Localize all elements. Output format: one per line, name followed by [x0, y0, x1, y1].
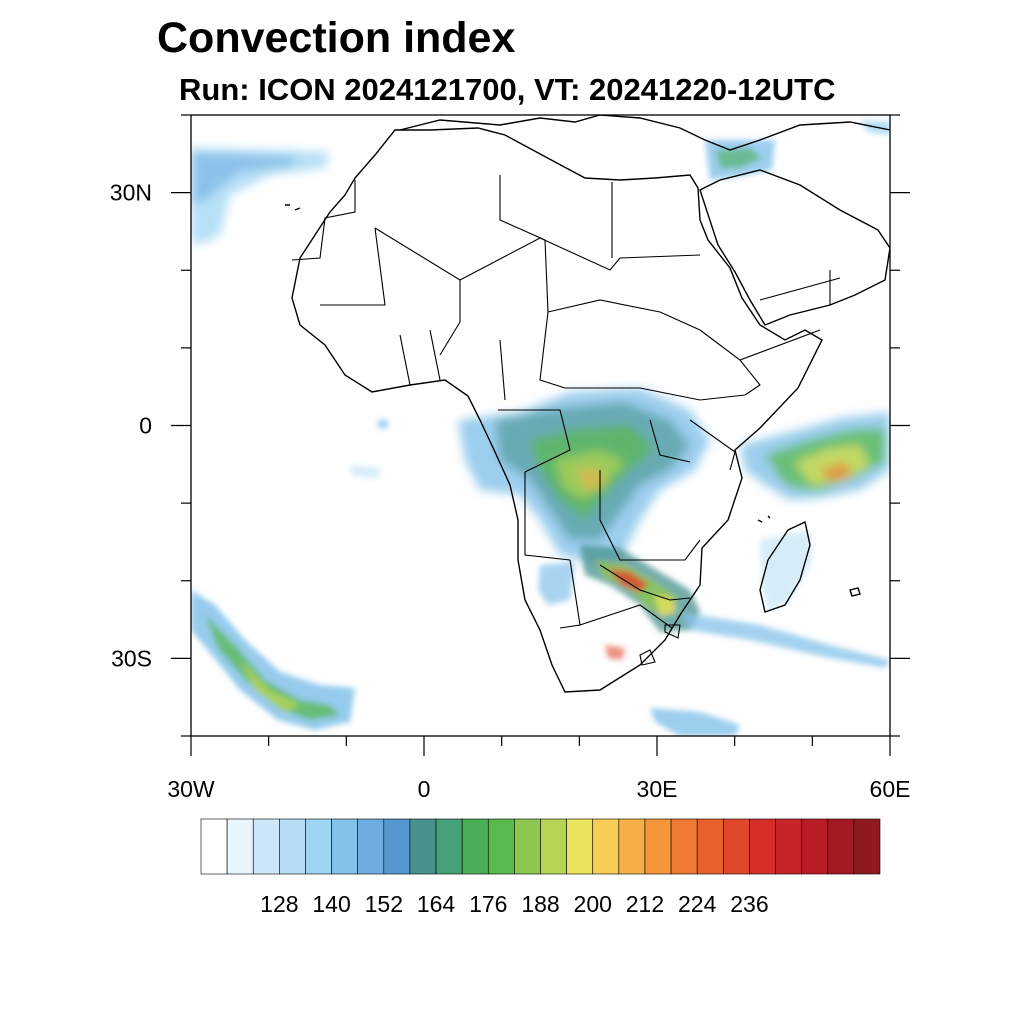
colorbar-swatch — [409, 818, 437, 875]
colorbar-swatch — [801, 818, 829, 875]
colorbar-swatch — [487, 818, 515, 875]
lon-tick-label: 30E — [637, 776, 678, 802]
convection-field — [191, 120, 890, 736]
colorbar-swatch — [696, 818, 724, 875]
canary-islands — [285, 204, 301, 211]
map-plot-area — [191, 115, 890, 736]
colorbar-label: 164 — [417, 891, 456, 917]
colorbar-swatch — [670, 818, 698, 875]
colorbar-swatch — [775, 818, 802, 875]
colorbar-label: 176 — [469, 891, 507, 917]
colorbar-label: 224 — [678, 891, 717, 917]
colorbar-swatch — [357, 818, 385, 875]
colorbar-label: 236 — [730, 891, 768, 917]
europe-coastline — [399, 115, 890, 151]
colorbar-swatch — [305, 818, 332, 875]
colorbar-swatch — [592, 818, 620, 875]
lat-tick-label: 0 — [139, 413, 152, 439]
colorbar-label: 212 — [626, 891, 664, 917]
colorbar-swatch — [723, 818, 750, 875]
colorbar-swatch — [540, 818, 567, 875]
colorbar-swatch — [827, 818, 855, 875]
coastlines — [285, 115, 890, 693]
colorbar-swatch — [435, 818, 463, 875]
colorbar-swatch — [749, 818, 776, 875]
lon-tick-label: 60E — [870, 776, 911, 802]
colorbar-swatch — [252, 818, 280, 875]
colorbar-swatch — [566, 818, 594, 875]
lon-tick-label: 30W — [167, 776, 215, 802]
convection-area-central-africa — [458, 388, 710, 565]
colorbar-label: 188 — [521, 891, 559, 917]
lat-tick-label: 30N — [110, 180, 152, 206]
chart-title: Convection index — [157, 14, 516, 62]
colorbar — [200, 818, 881, 875]
colorbar-labels: 128 140 152 164 176 188 200 212 224 236 — [260, 891, 768, 917]
arabia-coastline — [699, 169, 890, 326]
colorbar-label: 152 — [365, 891, 403, 917]
colorbar-swatch — [279, 818, 306, 875]
convection-area-south-of-africa — [350, 420, 740, 736]
mascarene-islands — [849, 587, 861, 597]
colorbar-label: 128 — [260, 891, 298, 917]
colorbar-label: 200 — [574, 891, 612, 917]
colorbar-swatch — [331, 818, 358, 875]
lat-tick-label: 30S — [111, 645, 152, 671]
madagascar-coastline — [759, 520, 811, 613]
colorbar-swatch — [226, 818, 254, 875]
longitude-tick-labels: 30W 0 30E 60E — [167, 776, 910, 802]
convection-area-south-atlantic — [191, 590, 355, 730]
convection-area-north-atlantic — [191, 148, 330, 245]
lon-tick-label: 0 — [418, 776, 431, 802]
comoros-islands — [757, 515, 771, 523]
convection-area-mozambique-channel — [538, 530, 890, 668]
colorbar-swatch — [383, 818, 411, 875]
chart-subtitle: Run: ICON 2024121700, VT: 20241220-12UTC — [179, 72, 836, 107]
africa-coastline — [291, 127, 823, 693]
colorbar-swatch — [644, 818, 672, 875]
colorbar-swatch — [853, 818, 881, 875]
colorbar-swatch — [200, 818, 228, 875]
axis-ticks — [171, 114, 910, 756]
colorbar-swatch — [461, 818, 489, 875]
colorbar-swatch — [618, 818, 646, 875]
convection-area-western-indian-ocean — [740, 412, 890, 500]
country-borders — [291, 175, 841, 666]
colorbar-label: 140 — [312, 891, 350, 917]
colorbar-swatch — [514, 818, 541, 875]
latitude-tick-labels: 30N 0 30S — [110, 180, 152, 672]
